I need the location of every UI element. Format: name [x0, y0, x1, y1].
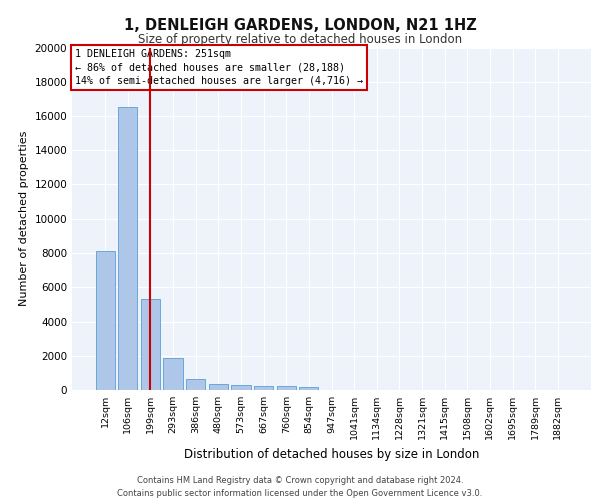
Bar — [95, 252, 115, 390]
Text: Contains HM Land Registry data © Crown copyright and database right 2024.
Contai: Contains HM Land Registry data © Crown c… — [118, 476, 482, 498]
Text: 1, DENLEIGH GARDENS, LONDON, N21 1HZ: 1, DENLEIGH GARDENS, LONDON, N21 1HZ — [124, 18, 476, 32]
Bar — [277, 386, 296, 390]
Bar — [299, 387, 319, 390]
Bar — [209, 384, 228, 390]
Bar — [118, 108, 137, 390]
Text: Size of property relative to detached houses in London: Size of property relative to detached ho… — [138, 32, 462, 46]
Y-axis label: Number of detached properties: Number of detached properties — [19, 131, 29, 306]
Bar — [186, 379, 205, 390]
Text: 1 DENLEIGH GARDENS: 251sqm
← 86% of detached houses are smaller (28,188)
14% of : 1 DENLEIGH GARDENS: 251sqm ← 86% of deta… — [74, 49, 362, 86]
Bar — [141, 299, 160, 390]
Bar — [254, 386, 273, 390]
Bar — [232, 386, 251, 390]
Bar — [163, 358, 183, 390]
X-axis label: Distribution of detached houses by size in London: Distribution of detached houses by size … — [184, 448, 479, 460]
